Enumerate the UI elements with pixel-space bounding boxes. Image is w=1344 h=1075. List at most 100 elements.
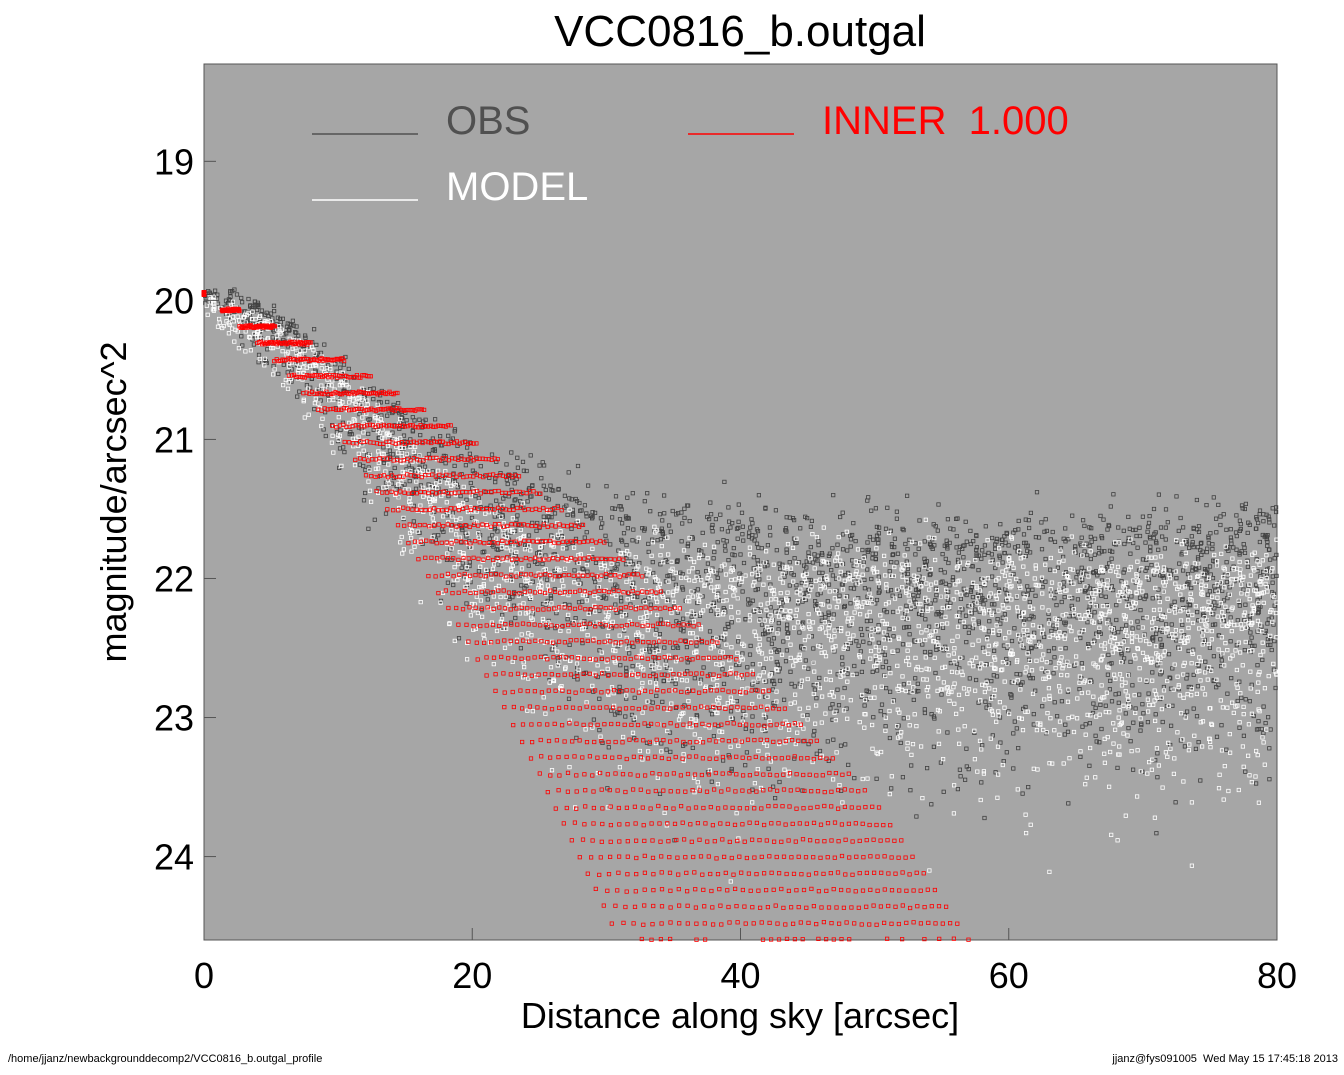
obs-point	[1131, 767, 1136, 772]
obs-point	[311, 327, 317, 332]
obs-point	[1268, 642, 1273, 648]
obs-point	[342, 449, 347, 455]
obs-point	[736, 502, 741, 507]
obs-point	[743, 617, 748, 622]
obs-point	[1258, 574, 1263, 579]
obs-point	[321, 427, 326, 432]
obs-point	[445, 580, 451, 585]
obs-point	[569, 497, 574, 502]
obs-point	[426, 451, 432, 457]
obs-point	[943, 556, 948, 562]
obs-point	[979, 577, 984, 582]
obs-point	[889, 544, 895, 549]
obs-point	[736, 525, 741, 531]
obs-point	[658, 617, 664, 622]
obs-point	[547, 514, 552, 520]
obs-point	[1009, 638, 1015, 644]
obs-point	[1026, 588, 1031, 593]
obs-point	[356, 425, 362, 430]
obs-point	[748, 525, 753, 530]
obs-point	[401, 433, 407, 438]
obs-point	[882, 652, 888, 658]
obs-point	[675, 645, 681, 650]
obs-point	[856, 643, 861, 648]
obs-point	[806, 550, 811, 555]
obs-point	[958, 596, 964, 602]
obs-point	[889, 542, 895, 547]
obs-point	[291, 323, 296, 328]
obs-point	[546, 514, 551, 519]
obs-point	[662, 672, 667, 677]
obs-point	[1101, 517, 1106, 522]
obs-point	[303, 335, 308, 340]
obs-point	[861, 659, 866, 664]
obs-point	[1182, 633, 1187, 638]
obs-point	[1255, 629, 1260, 634]
obs-point	[631, 580, 636, 585]
obs-point	[232, 287, 237, 292]
obs-point	[630, 538, 635, 543]
obs-point	[1119, 579, 1124, 584]
obs-point	[570, 512, 576, 517]
obs-point	[1148, 544, 1153, 549]
obs-point	[1268, 636, 1273, 641]
obs-point	[1087, 721, 1092, 726]
obs-point	[736, 519, 741, 524]
obs-point	[1241, 587, 1246, 592]
obs-point	[512, 481, 517, 486]
obs-point	[506, 594, 511, 599]
obs-point	[528, 453, 533, 458]
obs-point	[1269, 647, 1274, 653]
obs-point	[1191, 672, 1196, 678]
obs-point	[292, 330, 298, 335]
obs-point	[901, 528, 906, 533]
obs-point	[576, 577, 581, 583]
obs-point	[451, 582, 456, 588]
obs-point	[624, 665, 629, 671]
obs-point	[1160, 534, 1165, 539]
obs-point	[817, 748, 823, 754]
obs-point	[874, 524, 880, 530]
obs-point	[604, 596, 609, 601]
obs-point	[750, 662, 755, 667]
obs-point	[576, 600, 582, 605]
obs-point	[999, 537, 1004, 542]
obs-point	[1224, 560, 1229, 565]
obs-point	[923, 617, 928, 622]
obs-point	[726, 655, 731, 660]
obs-point	[363, 467, 368, 473]
obs-point	[450, 436, 456, 441]
obs-point	[1009, 693, 1014, 698]
obs-point	[685, 669, 690, 674]
obs-point	[1261, 731, 1266, 736]
obs-point	[726, 558, 731, 563]
obs-point	[1030, 587, 1035, 592]
obs-point	[1106, 652, 1111, 658]
obs-point	[823, 615, 828, 620]
obs-point	[883, 659, 889, 664]
obs-point	[691, 589, 697, 594]
obs-point	[513, 528, 518, 534]
obs-point	[631, 644, 636, 649]
obs-point	[1023, 704, 1028, 710]
obs-point	[1049, 628, 1054, 634]
obs-point	[1027, 617, 1032, 622]
obs-point	[852, 663, 857, 669]
obs-point	[389, 481, 395, 486]
obs-point	[743, 726, 748, 732]
obs-point	[590, 516, 595, 521]
obs-point	[362, 490, 368, 496]
obs-point	[1189, 534, 1194, 539]
chart-title: VCC0816_b.outgal	[554, 7, 926, 56]
obs-point	[1272, 639, 1277, 644]
obs-point	[734, 526, 740, 531]
obs-point	[1210, 547, 1215, 552]
obs-point	[888, 588, 894, 593]
obs-point	[1012, 626, 1017, 631]
obs-point	[902, 571, 907, 576]
obs-point	[831, 492, 836, 498]
obs-point	[884, 610, 889, 615]
obs-point	[974, 533, 979, 538]
obs-point	[939, 614, 944, 619]
obs-point	[830, 546, 835, 551]
